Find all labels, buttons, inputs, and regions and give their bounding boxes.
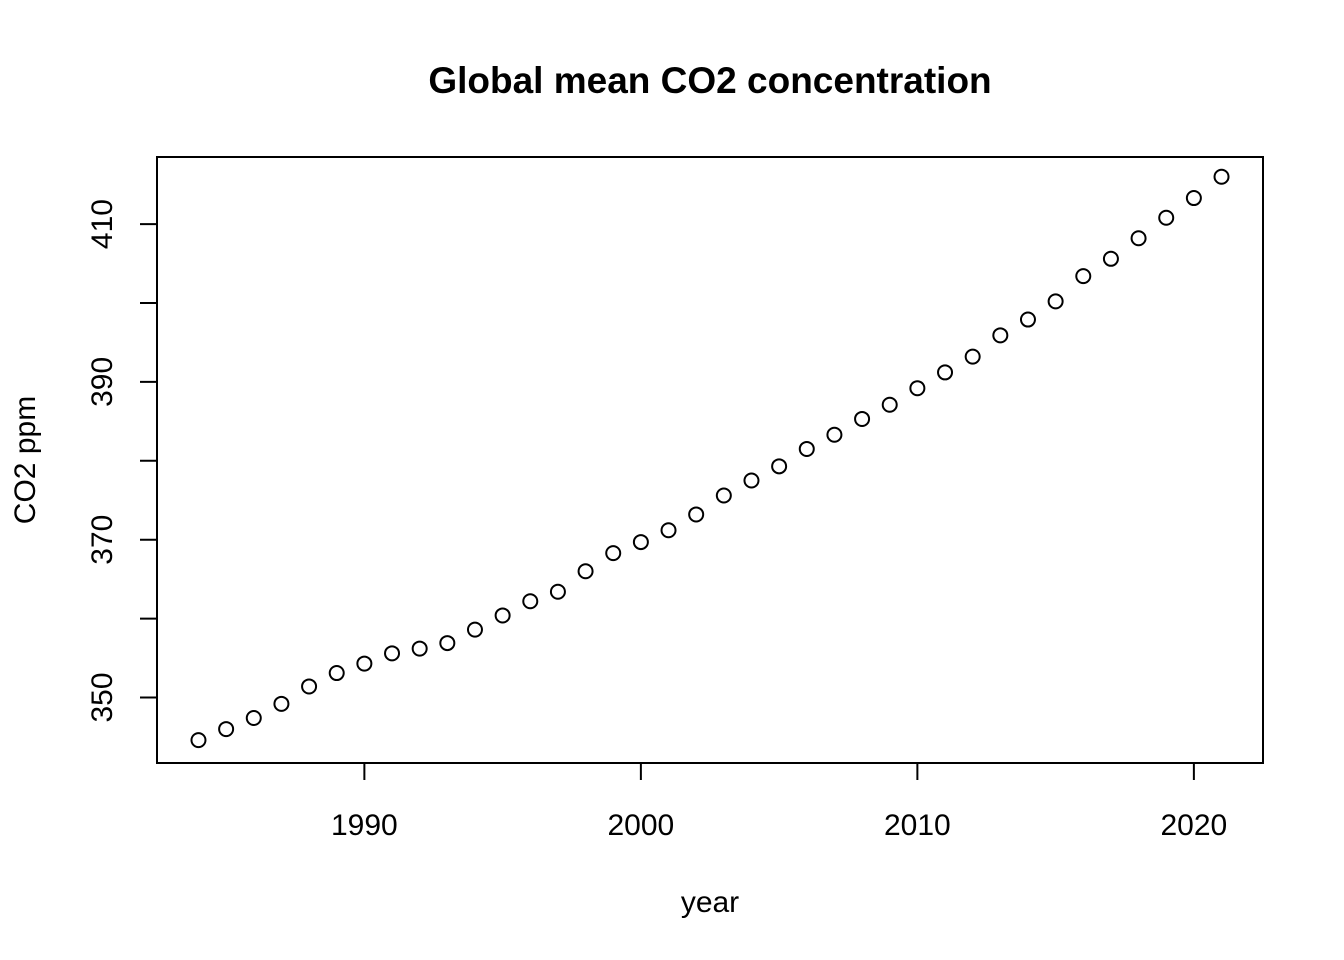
data-point — [909, 380, 926, 397]
data-point — [328, 665, 345, 682]
data-point — [411, 640, 428, 657]
data-point — [273, 695, 290, 712]
x-tick-label: 2010 — [884, 809, 951, 842]
y-axis-label: CO2 ppm — [9, 396, 42, 524]
data-point — [577, 563, 594, 580]
data-point — [218, 721, 235, 738]
data-point — [384, 645, 401, 662]
y-tick-label: 370 — [86, 515, 119, 565]
data-point — [466, 621, 483, 638]
data-point — [1102, 250, 1119, 267]
data-point — [1075, 268, 1092, 285]
x-tick-label: 2000 — [608, 809, 675, 842]
data-point — [743, 472, 760, 489]
data-point — [964, 348, 981, 365]
data-point — [881, 396, 898, 413]
y-tick-label: 390 — [86, 357, 119, 407]
y-axis: 350 370 390 410 — [86, 199, 157, 723]
data-point — [439, 635, 456, 652]
data-point — [798, 440, 815, 457]
data-point — [688, 506, 705, 523]
data-point — [190, 732, 207, 749]
y-tick-label: 350 — [86, 672, 119, 722]
y-tick-label: 410 — [86, 199, 119, 249]
data-point — [992, 327, 1009, 344]
data-point — [715, 487, 732, 504]
x-axis: 1990 2000 2010 2020 — [331, 763, 1227, 842]
data-point — [245, 710, 262, 727]
data-point — [356, 655, 373, 672]
data-point — [605, 545, 622, 562]
data-point — [301, 678, 318, 695]
data-point — [826, 426, 843, 443]
plot-frame — [156, 156, 1264, 764]
x-tick-label: 2020 — [1161, 809, 1228, 842]
data-point — [1158, 209, 1175, 226]
data-point — [1047, 293, 1064, 310]
data-point — [1019, 311, 1036, 328]
data-point — [937, 364, 954, 381]
data-point — [522, 593, 539, 610]
data-point — [660, 522, 677, 539]
data-point — [1130, 230, 1147, 247]
data-point — [1213, 168, 1230, 185]
chart-title: Global mean CO2 concentration — [428, 60, 991, 101]
data-points — [190, 168, 1230, 749]
x-tick-label: 1990 — [331, 809, 398, 842]
data-point — [1185, 190, 1202, 207]
x-axis-label: year — [681, 886, 739, 919]
data-point — [771, 458, 788, 475]
data-point — [549, 583, 566, 600]
data-point — [632, 534, 649, 551]
data-point — [854, 410, 871, 427]
data-point — [494, 607, 511, 624]
